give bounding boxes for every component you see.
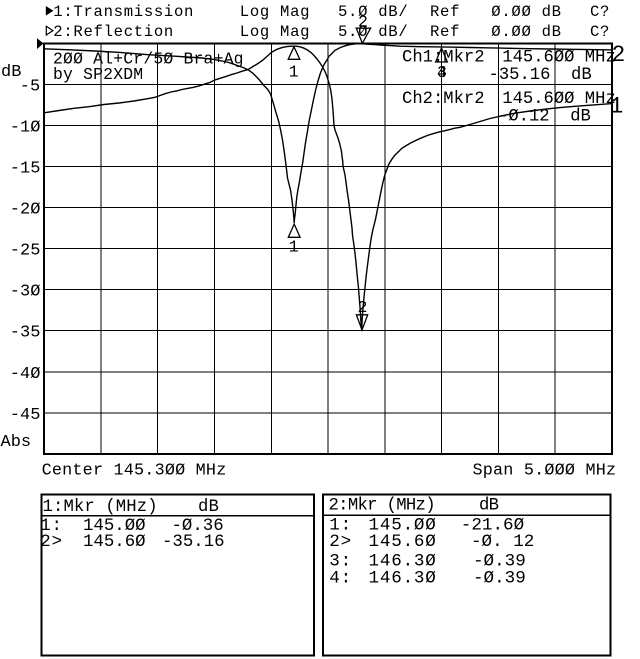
svg-text:Ch1:Mkr2: Ch1:Mkr2 bbox=[402, 49, 485, 68]
svg-text:1: 1 bbox=[610, 94, 624, 120]
svg-text:2>: 2> bbox=[329, 532, 352, 552]
svg-text:145.ØØ: 145.ØØ bbox=[83, 517, 146, 536]
svg-text:2>: 2> bbox=[40, 533, 62, 552]
svg-text:C?: C? bbox=[590, 23, 610, 41]
svg-text:C?: C? bbox=[590, 3, 610, 21]
svg-text:by SP2XDM: by SP2XDM bbox=[53, 65, 143, 84]
svg-text:5.Ø dB/: 5.Ø dB/ bbox=[338, 3, 408, 21]
svg-text:146.3Ø: 146.3Ø bbox=[369, 569, 437, 589]
svg-text:-3Ø: -3Ø bbox=[10, 283, 41, 302]
svg-text:1:Transmission: 1:Transmission bbox=[53, 3, 194, 21]
svg-text:145.ØØ: 145.ØØ bbox=[369, 516, 437, 536]
svg-text:4:: 4: bbox=[329, 569, 352, 589]
svg-text:-21.6Ø: -21.6Ø bbox=[461, 516, 525, 536]
svg-text:-Ø.39: -Ø.39 bbox=[473, 569, 526, 589]
svg-text:2ØØ Al+Cr/5Ø Bra+Ag: 2ØØ Al+Cr/5Ø Bra+Ag bbox=[53, 50, 244, 69]
svg-text:145.6ØØ MHz: 145.6ØØ MHz bbox=[502, 49, 615, 68]
svg-text:4: 4 bbox=[437, 63, 447, 82]
svg-text:Ø.ØØ dB: Ø.ØØ dB bbox=[491, 23, 561, 41]
svg-text:-Ø.39: -Ø.39 bbox=[473, 552, 526, 572]
svg-text:Ch2:Mkr2: Ch2:Mkr2 bbox=[402, 90, 485, 109]
svg-text:Log Mag: Log Mag bbox=[240, 23, 310, 41]
svg-text:1: 1 bbox=[289, 63, 299, 82]
svg-text:-35.16 dB: -35.16 dB bbox=[489, 66, 592, 85]
svg-text:2: 2 bbox=[358, 13, 368, 32]
svg-text:Ø.ØØ dB: Ø.ØØ dB bbox=[491, 3, 561, 21]
svg-text:Log Mag: Log Mag bbox=[240, 3, 310, 21]
svg-text:Ref: Ref bbox=[430, 23, 460, 41]
svg-text:1: 1 bbox=[289, 238, 299, 257]
svg-text:145.6ØØ MHz: 145.6ØØ MHz bbox=[502, 90, 615, 109]
svg-text:dB: dB bbox=[198, 498, 219, 517]
svg-text:Center 145.3ØØ MHz: Center 145.3ØØ MHz bbox=[42, 462, 227, 481]
svg-text:-Ø.12 dB: -Ø.12 dB bbox=[498, 108, 591, 127]
svg-text:-5: -5 bbox=[20, 78, 40, 97]
svg-text:1:Mkr (MHz): 1:Mkr (MHz) bbox=[43, 498, 158, 517]
svg-text:-Ø. 12: -Ø. 12 bbox=[471, 532, 534, 552]
svg-text:Ref: Ref bbox=[430, 3, 460, 21]
svg-text:1:: 1: bbox=[40, 517, 62, 536]
svg-text:2:Reflection: 2:Reflection bbox=[53, 23, 174, 41]
svg-text:dB: dB bbox=[479, 497, 499, 516]
svg-text:3: 3 bbox=[437, 63, 447, 82]
svg-text:-35: -35 bbox=[10, 324, 41, 343]
svg-text:3:: 3: bbox=[329, 552, 352, 572]
svg-text:-25: -25 bbox=[10, 242, 41, 261]
svg-text:145.6Ø: 145.6Ø bbox=[83, 533, 146, 552]
svg-text:-1Ø: -1Ø bbox=[10, 119, 41, 138]
svg-text:Span 5.ØØØ MHz: Span 5.ØØØ MHz bbox=[473, 462, 617, 481]
svg-text:2:Mkr (MHz): 2:Mkr (MHz) bbox=[329, 497, 435, 516]
svg-text:Abs: Abs bbox=[1, 433, 32, 452]
svg-text:2: 2 bbox=[358, 298, 368, 317]
svg-text:-2Ø: -2Ø bbox=[10, 201, 41, 220]
svg-text:2: 2 bbox=[612, 42, 626, 68]
svg-text:-Ø.36: -Ø.36 bbox=[172, 517, 224, 536]
svg-text:-15: -15 bbox=[10, 160, 41, 179]
svg-text:-4Ø: -4Ø bbox=[10, 365, 41, 384]
svg-text:5.Ø dB/: 5.Ø dB/ bbox=[338, 23, 408, 41]
svg-text:dB: dB bbox=[1, 63, 21, 82]
svg-text:145.6Ø: 145.6Ø bbox=[369, 532, 437, 552]
svg-text:-45: -45 bbox=[10, 406, 41, 425]
svg-text:146.3Ø: 146.3Ø bbox=[369, 552, 437, 572]
svg-text:-35.16: -35.16 bbox=[162, 533, 225, 552]
svg-text:1:: 1: bbox=[329, 516, 352, 536]
